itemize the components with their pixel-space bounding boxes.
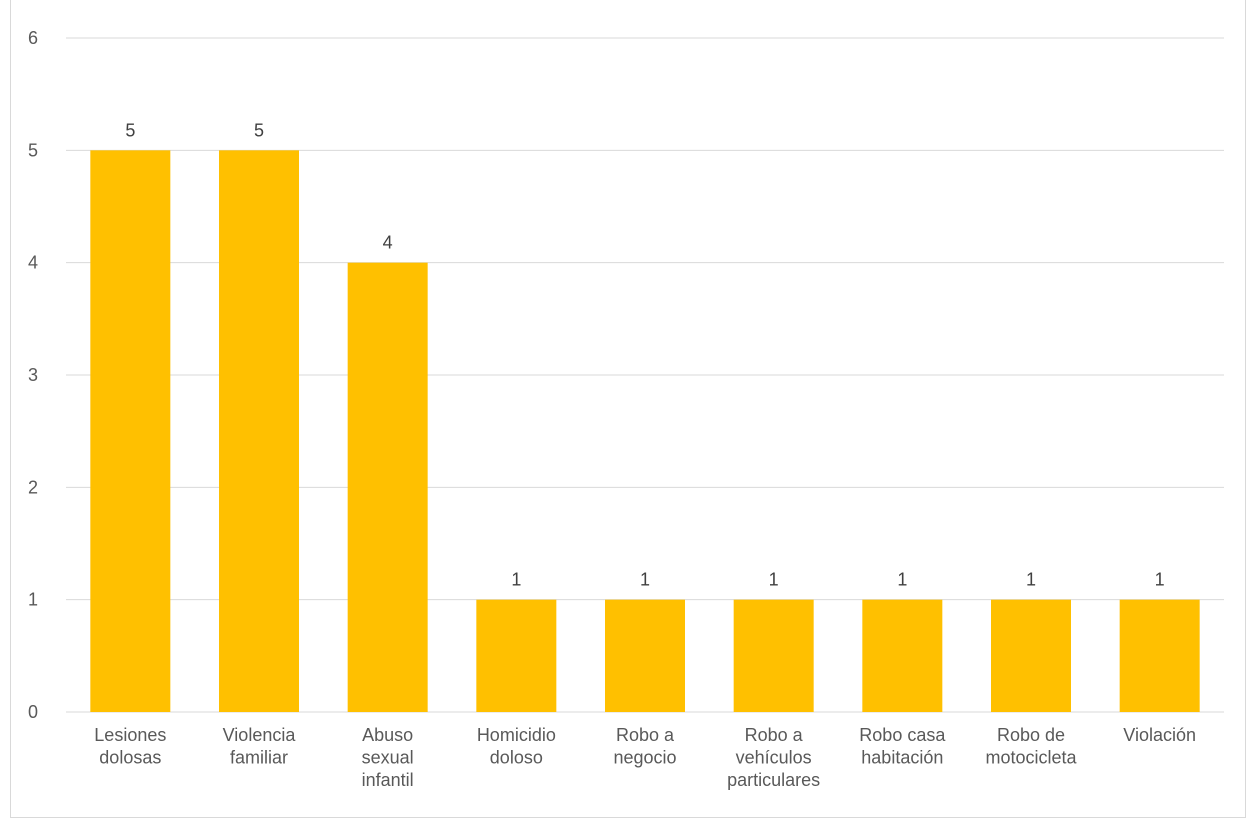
y-tick-label: 0 xyxy=(28,702,38,722)
y-tick-label: 4 xyxy=(28,253,38,273)
bar-chart: 0 1 2 3 4 5 6 5 5 4 1 1 1 1 1 1 Lesiones dolosas Violenc… xyxy=(28,28,1224,790)
y-tick-label: 3 xyxy=(28,365,38,385)
bar xyxy=(219,150,299,713)
y-tick-label: 1 xyxy=(28,590,38,610)
x-category-label: Robo a negocio xyxy=(613,725,676,768)
bar xyxy=(733,599,814,712)
bar xyxy=(1119,599,1200,712)
data-label: 1 xyxy=(1026,570,1036,590)
y-axis-ticks: 0 1 2 3 4 5 6 xyxy=(28,28,38,722)
bar xyxy=(476,599,557,712)
x-axis-labels: Lesiones dolosas Violencia familiar Abuso sex… xyxy=(94,725,1196,790)
x-category-label: Violación xyxy=(1123,725,1196,745)
data-labels: 5 5 4 1 1 1 1 1 1 xyxy=(125,120,1164,589)
y-tick-label: 2 xyxy=(28,477,38,497)
y-tick-label: 5 xyxy=(28,140,38,160)
bars xyxy=(90,150,1200,713)
data-label: 1 xyxy=(769,570,779,590)
bar xyxy=(605,599,685,712)
bar xyxy=(991,599,1071,712)
bar xyxy=(862,599,943,712)
chart-frame: 0 1 2 3 4 5 6 5 5 4 1 1 1 1 1 1 Lesiones dolosas Violenc… xyxy=(10,0,1246,818)
data-label: 4 xyxy=(383,233,393,253)
x-category-label: Lesiones dolosas xyxy=(94,725,166,768)
data-label: 1 xyxy=(1155,570,1165,590)
bar xyxy=(347,262,428,712)
y-tick-label: 6 xyxy=(28,28,38,48)
data-label: 5 xyxy=(254,120,264,140)
x-category-label: Violencia familiar xyxy=(223,725,297,768)
x-category-label: Robo a vehículos particulares xyxy=(727,725,820,790)
bar xyxy=(90,150,171,713)
data-label: 1 xyxy=(511,570,521,590)
data-label: 5 xyxy=(125,120,135,140)
x-category-label: Robo casa habitación xyxy=(859,725,946,768)
x-category-label: Abuso sexual infantil xyxy=(362,725,414,790)
x-category-label: Homicidio doloso xyxy=(477,725,556,768)
data-label: 1 xyxy=(897,570,907,590)
x-category-label: Robo de motocicleta xyxy=(985,725,1077,768)
data-label: 1 xyxy=(640,570,650,590)
